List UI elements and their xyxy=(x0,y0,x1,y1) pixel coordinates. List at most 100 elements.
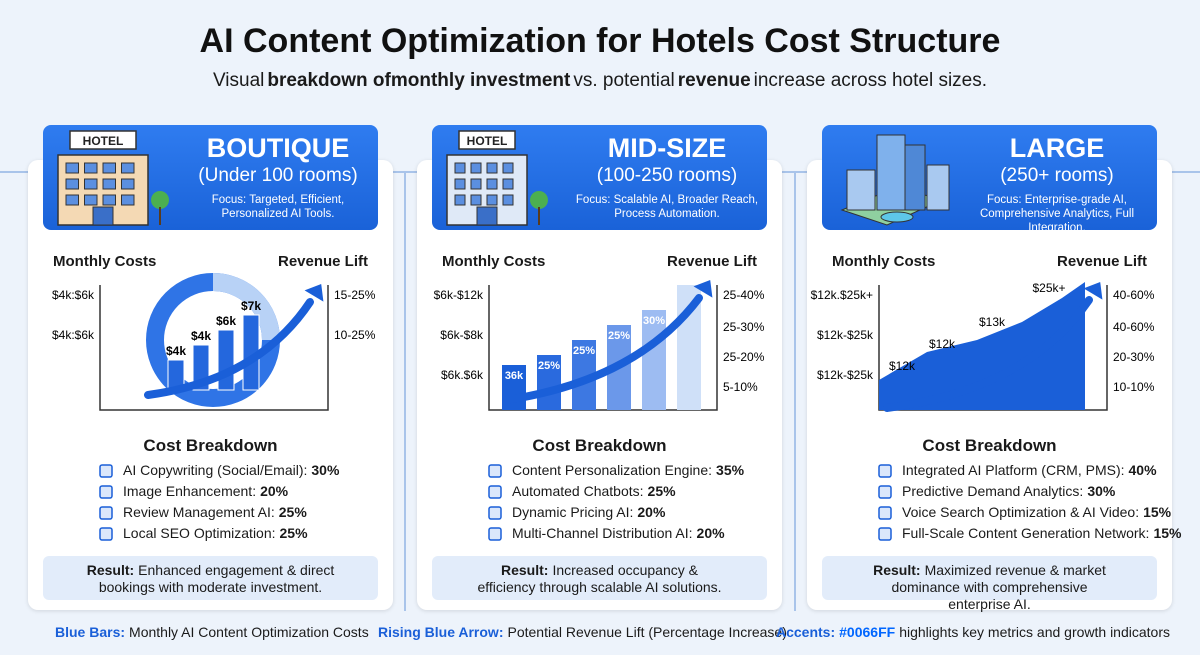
cost-area xyxy=(879,282,1085,410)
hotel-icon xyxy=(840,134,950,226)
item-icon-shape xyxy=(99,527,113,541)
panel-size: (Under 100 rooms) xyxy=(198,165,358,186)
revenue-arrow-head xyxy=(693,279,713,298)
icon-shape xyxy=(65,194,79,206)
y2-tick-label: 25-40% xyxy=(723,288,765,302)
item-label: Multi-Channel Distribution AI: xyxy=(512,525,693,541)
icon-shape xyxy=(84,178,98,190)
axis-title: Monthly Costs xyxy=(442,253,546,270)
divider xyxy=(404,171,406,611)
axis xyxy=(99,285,329,411)
item-share: 25% xyxy=(279,525,308,541)
icon-shape xyxy=(84,194,98,206)
icon-shape xyxy=(121,162,135,174)
bar-label: $7k xyxy=(241,299,261,313)
icon-shape xyxy=(102,178,116,190)
result-box: Result: Enhanced engagement & direct book… xyxy=(43,556,378,600)
subtitle-part: vs. potential xyxy=(573,70,675,91)
y2-tick-label: 20-30% xyxy=(1113,350,1155,364)
revenue-arrow-head xyxy=(1083,281,1103,300)
divider xyxy=(794,171,796,611)
item-icon-shape xyxy=(488,485,502,499)
mini-chart: $6k-$12k $6k-$8k $6k.$6k 25-40% 25-30% 25-20%… xyxy=(434,279,765,411)
breakdown-title: Cost Breakdown xyxy=(143,436,278,455)
icon-shape xyxy=(121,178,135,190)
revenue-arrow xyxy=(503,294,703,404)
area-label: $25k+ xyxy=(1032,281,1065,295)
icon-shape xyxy=(502,178,514,190)
mini-chart: $4k:$6k $4k:$6k 15-25% 10-25% $4k $4k $6k $7k xyxy=(52,273,376,411)
result-label: Result: xyxy=(86,562,135,578)
legend-note: Blue Bars: Monthly AI Content Optimizatio… xyxy=(55,624,369,640)
icon-shape xyxy=(454,162,466,174)
icon-shape xyxy=(876,134,906,211)
panel-card xyxy=(28,160,393,610)
item-share: 35% xyxy=(716,462,745,478)
icon-shape xyxy=(151,191,169,209)
legend-note: Rising Blue Arrow: Potential Revenue Lift… xyxy=(378,624,787,640)
item-icon xyxy=(878,527,892,541)
result-box: Result: Maximized revenue & market domina… xyxy=(822,556,1157,612)
item-icon-shape xyxy=(878,506,892,520)
result-label: Result: xyxy=(501,562,549,578)
result-text: Maximized revenue & market dominance wit… xyxy=(891,562,1106,612)
result-label: Result: xyxy=(873,562,921,578)
icon-shape xyxy=(476,206,498,226)
subtitle-part: increase across hotel sizes. xyxy=(753,70,988,91)
cost-bar xyxy=(217,329,235,391)
bar-label: $4k xyxy=(166,344,186,358)
y-tick-label: $12k.$25k+ xyxy=(811,288,873,302)
result-text: Increased occupancy & efficiency through… xyxy=(477,562,722,595)
accent-code: #0066FF xyxy=(839,624,896,640)
item-label: Content Personalization Engine: xyxy=(512,462,713,478)
y-tick-label: $12k-$25k xyxy=(817,328,874,342)
legend-text: highlights key metrics and growth indica… xyxy=(899,624,1170,640)
y2-tick-label: 10-25% xyxy=(334,328,376,342)
legend-key: Accents: xyxy=(776,624,836,640)
bar-label: 25% xyxy=(573,345,595,357)
item-share: 15% xyxy=(1143,504,1172,520)
revenue-arrow xyxy=(883,296,1093,412)
item-label: Dynamic Pricing AI: xyxy=(512,504,634,520)
item-share: 20% xyxy=(637,504,666,520)
icon-shape xyxy=(65,162,79,174)
item-share: 20% xyxy=(260,483,289,499)
area-label: $12k xyxy=(929,337,956,351)
icon-shape xyxy=(502,162,514,174)
item-icon xyxy=(878,485,892,499)
item-icon-shape xyxy=(878,527,892,541)
breakdown-title: Cost Breakdown xyxy=(532,436,667,455)
icon-shape xyxy=(84,162,98,174)
icon-shape xyxy=(102,194,116,206)
panel-name: MID-SIZE xyxy=(607,133,727,163)
y2-tick-label: 5-10% xyxy=(723,380,758,394)
cost-bar xyxy=(642,310,666,410)
breakdown-item: Local SEO Optimization: 25% xyxy=(123,525,308,541)
item-icon xyxy=(99,464,113,478)
legend-text: Potential Revenue Lift (Percentage Incre… xyxy=(507,624,787,640)
icon-shape xyxy=(69,130,137,150)
y-tick-label: $4k:$6k xyxy=(52,328,95,342)
icon-shape xyxy=(458,130,516,150)
icon-shape xyxy=(530,191,548,209)
item-icon-shape xyxy=(878,464,892,478)
breakdown-item: Multi-Channel Distribution AI: 20% xyxy=(512,525,725,541)
y-tick-label: $6k-$12k xyxy=(434,288,484,302)
hotel-icon: HOTEL xyxy=(446,130,548,226)
item-icon xyxy=(488,506,502,520)
icon-shape xyxy=(92,206,114,226)
item-icon xyxy=(488,485,502,499)
icon-shape xyxy=(904,144,926,211)
hotel-icon: HOTEL xyxy=(57,130,169,226)
bar-label: 30% xyxy=(643,315,665,327)
item-icon-shape xyxy=(488,506,502,520)
item-label: AI Copywriting (Social/Email): xyxy=(123,462,308,478)
item-share: 25% xyxy=(647,483,676,499)
subtitle-part: revenue xyxy=(677,70,751,91)
axis-title: Revenue Lift xyxy=(1056,253,1147,270)
axis-title: Monthly Costs xyxy=(832,253,936,270)
item-icon xyxy=(99,527,113,541)
item-icon xyxy=(99,485,113,499)
icon-shape xyxy=(926,164,950,211)
